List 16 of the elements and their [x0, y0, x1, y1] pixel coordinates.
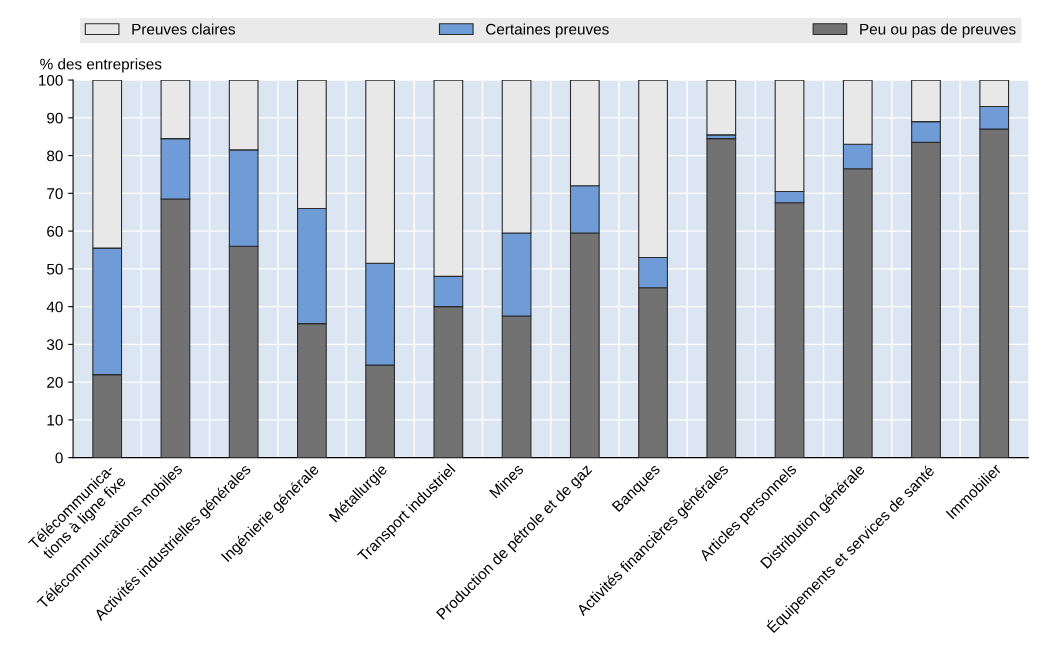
- y-tick-label: 90: [47, 112, 63, 124]
- y-tick-label: 10: [47, 414, 63, 426]
- y-tick-label: 70: [47, 188, 63, 200]
- y-tick-label: 50: [46, 263, 63, 275]
- bar: [706, 138, 737, 458]
- y-tick-label: 0: [55, 452, 63, 464]
- y-tick-label: 30: [46, 339, 63, 351]
- y-tick-label: 20: [47, 377, 63, 388]
- y-tick-label: 100: [39, 74, 63, 86]
- y-tick-label: 80: [47, 150, 63, 162]
- legend-label: Certaines preuves: [486, 23, 609, 38]
- y-tick-label: 40: [46, 301, 63, 313]
- legend-label: Peu ou pas de preuves: [860, 23, 1016, 38]
- legend-label: Preuves claires: [132, 23, 236, 35]
- y-axis-title: % des entreprises: [40, 58, 162, 73]
- y-tick-label: 60: [47, 225, 63, 237]
